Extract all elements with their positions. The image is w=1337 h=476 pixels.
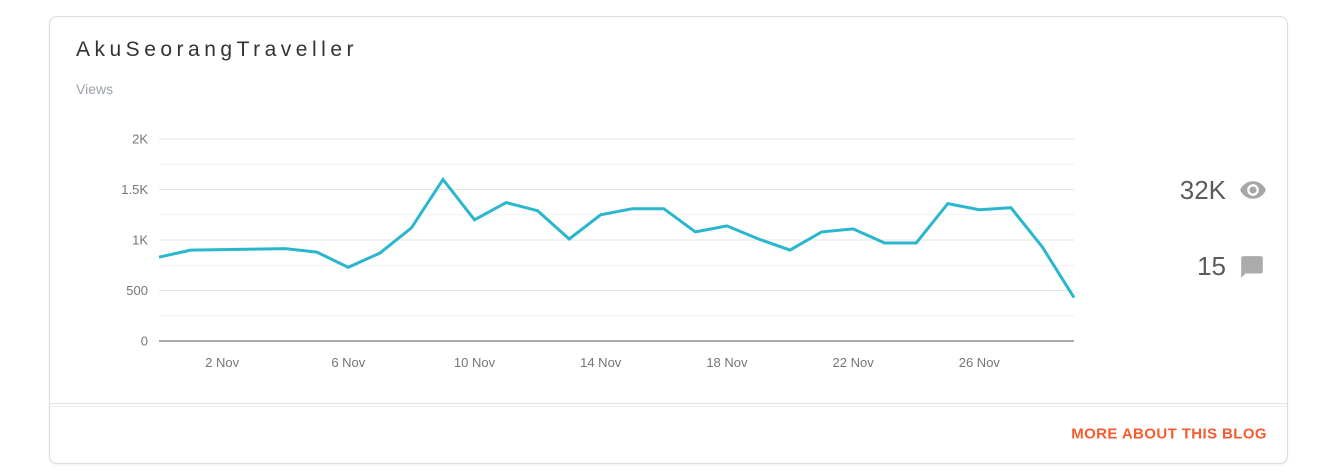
blog-stats-card: AkuSeorangTraveller Views 0 500 1K 1.5K 2K 2 … (49, 16, 1288, 464)
x-axis-tick-label: 26 Nov (959, 355, 1001, 370)
x-axis-tick-label: 2 Nov (205, 355, 239, 370)
comments-count: 15 (1197, 251, 1226, 281)
blog-title: AkuSeorangTraveller (76, 38, 358, 61)
y-axis-tick-label: 2K (132, 132, 148, 147)
views-stat: 32K (1180, 173, 1267, 207)
card-footer: MORE ABOUT THIS BLOG (50, 403, 1287, 463)
comments-stat: 15 (1197, 249, 1267, 283)
views-count: 32K (1179, 175, 1226, 205)
x-axis-tick-label: 10 Nov (454, 355, 496, 370)
views-chart: 0 500 1K 1.5K 2K 2 Nov 6 Nov 10 Nov 14 Nov 18 Nov… (121, 132, 1076, 370)
x-axis-tick-label: 22 Nov (833, 355, 875, 370)
y-axis-tick-label: 1.5K (121, 182, 148, 197)
views-line-series (158, 176, 1076, 299)
more-about-this-blog-link[interactable]: MORE ABOUT THIS BLOG (1071, 425, 1267, 442)
y-axis-tick-label: 0 (141, 334, 148, 349)
y-axis-tick-label: 500 (126, 283, 148, 298)
x-axis-tick-label: 6 Nov (331, 355, 365, 370)
comment-icon (1239, 252, 1267, 280)
y-axis-tick-label: 1K (132, 233, 148, 248)
x-axis-tick-label: 18 Nov (706, 355, 748, 370)
eye-icon (1239, 176, 1267, 204)
x-axis-tick-label: 14 Nov (580, 355, 622, 370)
views-axis-title: Views (76, 81, 114, 97)
